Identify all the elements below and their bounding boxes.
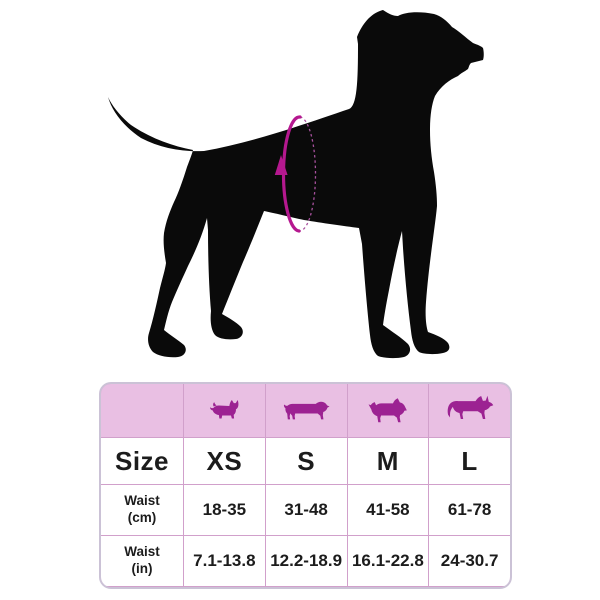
size-m-cell: M <box>347 438 429 484</box>
waist-cm-xs-value: 18-35 <box>184 485 265 535</box>
german-shepherd-icon <box>447 395 493 419</box>
waist-cm-row-label: Waist (cm) <box>101 485 183 535</box>
dachshund-icon <box>283 401 330 419</box>
waist-in-m-value: 16.1-22.8 <box>347 536 429 586</box>
waist-in-xs-value: 7.1-13.8 <box>184 536 265 586</box>
waist-in-l-value: 24-30.7 <box>429 536 510 586</box>
header-cell-s <box>265 384 347 437</box>
header-cell-l <box>429 384 510 437</box>
waist-in-label-line2: (in) <box>131 561 153 576</box>
size-header-cell: Size <box>101 438 183 484</box>
waist-in-row-label: Waist (in) <box>101 536 183 586</box>
dog-silhouette <box>108 10 484 359</box>
dog-silhouette-illustration <box>108 10 484 359</box>
waist-in-label-line1: Waist <box>124 544 160 560</box>
size-chart-table: Size XS S M L Waist (cm) 18-35 31-48 41-… <box>99 382 512 589</box>
waist-cm-label-line2: (cm) <box>127 510 157 525</box>
size-l-cell: L <box>429 438 510 484</box>
table-corner-cell <box>101 384 183 437</box>
waist-in-s-value: 12.2-18.9 <box>265 536 347 586</box>
waist-cm-label-line1: Waist <box>124 493 160 509</box>
size-s-cell: S <box>265 438 347 484</box>
chihuahua-icon <box>209 399 239 419</box>
header-cell-xs <box>184 384 265 437</box>
header-cell-m <box>347 384 429 437</box>
measure-arrow-icon <box>274 155 288 175</box>
waist-cm-l-value: 61-78 <box>429 485 510 535</box>
bull-terrier-icon <box>368 397 408 422</box>
waist-cm-m-value: 41-58 <box>347 485 429 535</box>
size-xs-cell: XS <box>184 438 265 484</box>
waist-cm-s-value: 31-48 <box>265 485 347 535</box>
